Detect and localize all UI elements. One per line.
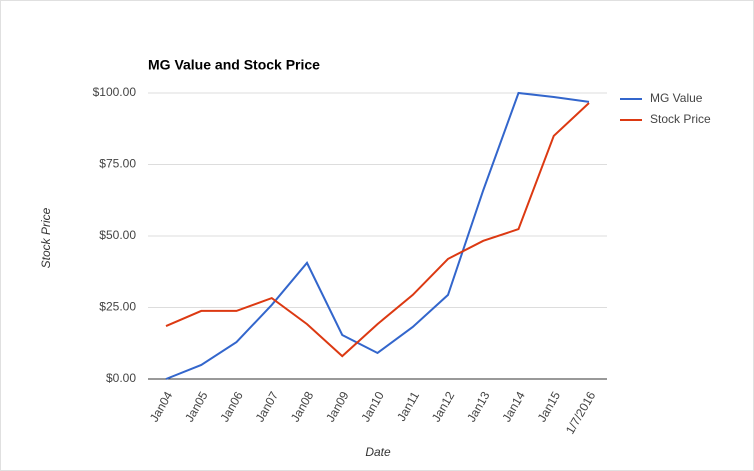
series-line — [165, 91, 590, 380]
chart-title: MG Value and Stock Price — [148, 57, 320, 73]
y-tick-label: $75.00 — [99, 157, 136, 171]
series-line — [165, 102, 590, 358]
y-tick-label: $25.00 — [99, 300, 136, 314]
y-tick-label: $0.00 — [106, 371, 136, 385]
y-tick-label: $100.00 — [93, 85, 137, 99]
legend-label: Stock Price — [650, 112, 711, 126]
y-axis-title: Stock Price — [39, 207, 53, 268]
y-tick-label: $50.00 — [99, 228, 136, 242]
x-axis-title: Date — [365, 445, 391, 459]
legend-label: MG Value — [650, 91, 703, 105]
